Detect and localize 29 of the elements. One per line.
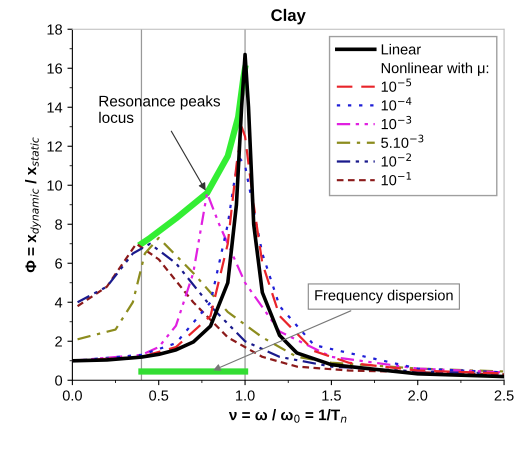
legend-label: 10$^{−5}$ — [382, 78, 412, 92]
x-tick-label: 0.0 — [62, 390, 82, 401]
legend-title: Nonlinear with μ: — [382, 62, 488, 76]
y-tick-label: 6 — [55, 258, 62, 269]
x-tick-label: 1.5 — [322, 390, 341, 401]
y-axis-title: Φ = x$_{dynamic}$ / x$_{static}$ — [24, 137, 41, 272]
x-axis-title: ν = ω / ω$_{0}$ = 1/T$_{n}$ — [228, 409, 346, 423]
y-tick-label: 10 — [48, 180, 62, 191]
legend-label: 10$^{−2}$ — [382, 153, 411, 167]
legend-label: Linear — [382, 44, 421, 55]
legend-label: 5.10$^{−3}$ — [381, 134, 424, 148]
x-tick-label: 0.5 — [149, 390, 168, 401]
legend-label: 10$^{−3}$ — [382, 116, 412, 130]
y-tick-label: 18 — [48, 24, 62, 35]
x-tick-label: 2.5 — [494, 390, 514, 401]
legend-label: 10$^{−1}$ — [382, 172, 412, 186]
y-tick-label: 4 — [54, 298, 62, 308]
y-tick-label: 14 — [48, 102, 62, 113]
annotation: Resonance peaks locus — [99, 95, 220, 123]
legend-label: 10$^{−4}$ — [382, 97, 412, 111]
y-tick-label: 2 — [55, 336, 62, 347]
x-tick-label: 1.0 — [236, 390, 255, 401]
y-tick-label: 0 — [55, 375, 62, 386]
chart-title: Clay — [271, 8, 306, 24]
y-tick-label: 12 — [48, 141, 62, 152]
y-tick-label: 8 — [55, 219, 62, 230]
x-tick-label: 2.0 — [408, 390, 428, 401]
y-tick-label: 16 — [48, 63, 62, 74]
annotation: Frequency dispersion — [315, 290, 453, 304]
